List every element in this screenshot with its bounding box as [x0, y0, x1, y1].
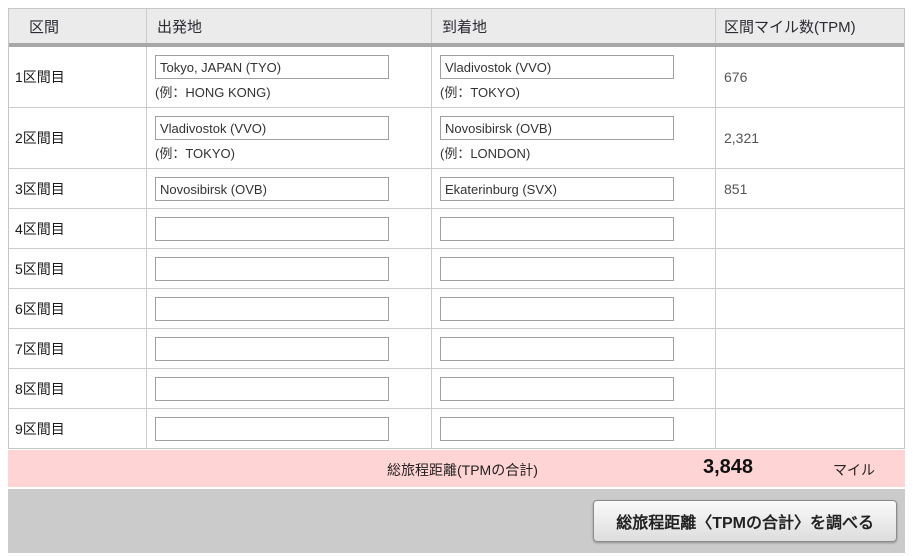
segment-label: 1区間目 — [15, 69, 65, 85]
arrival-cell — [431, 409, 715, 448]
calculate-tpm-button[interactable]: 総旅程距離〈TPMの合計〉を調べる — [593, 500, 897, 542]
segment-miles — [715, 289, 904, 328]
arrival-hint: (例：LONDON) — [440, 146, 531, 161]
departure-cell — [146, 249, 431, 288]
departure-cell — [146, 369, 431, 408]
table-row-1: 1区間目 (例：HONG KONG) (例：TOKYO) 676 — [9, 47, 904, 107]
table-row-5: 5区間目 — [9, 248, 904, 288]
segment-miles: 851 — [715, 169, 904, 208]
arrival-cell — [431, 289, 715, 328]
arrival-input-4[interactable] — [440, 217, 674, 241]
total-distance-label: 総旅程距離(TPMの合計) — [387, 462, 538, 478]
departure-input-8[interactable] — [155, 377, 389, 401]
departure-cell — [146, 409, 431, 448]
header-segment: 区間 — [29, 19, 60, 36]
table-row-9: 9区間目 — [9, 408, 904, 448]
segment-label: 6区間目 — [15, 300, 65, 317]
total-distance-value: 3,848 — [702, 456, 754, 478]
departure-cell — [146, 289, 431, 328]
arrival-input-7[interactable] — [440, 337, 674, 361]
segment-table: 区間 出発地 到着地 区間マイル数(TPM) 1区間目 (例：HONG KONG… — [8, 8, 905, 449]
segment-miles — [715, 369, 904, 408]
segment-miles — [715, 209, 904, 248]
header-miles: 区間マイル数(TPM) — [715, 9, 904, 43]
departure-input-5[interactable] — [155, 257, 389, 281]
arrival-cell — [431, 369, 715, 408]
table-row-2: 2区間目 (例：TOKYO) (例：LONDON) 2,321 — [9, 107, 904, 168]
departure-cell — [146, 209, 431, 248]
table-row-7: 7区間目 — [9, 328, 904, 368]
departure-cell: (例：TOKYO) — [146, 108, 431, 168]
segment-miles — [715, 249, 904, 288]
arrival-cell — [431, 169, 715, 208]
footer-bar: 総旅程距離〈TPMの合計〉を調べる — [8, 489, 905, 553]
arrival-input-2[interactable] — [440, 116, 674, 140]
arrival-cell: (例：TOKYO) — [431, 47, 715, 107]
arrival-input-8[interactable] — [440, 377, 674, 401]
departure-input-1[interactable] — [155, 55, 389, 79]
departure-cell — [146, 329, 431, 368]
arrival-cell: (例：LONDON) — [431, 108, 715, 168]
table-row-6: 6区間目 — [9, 288, 904, 328]
departure-cell: (例：HONG KONG) — [146, 47, 431, 107]
mileage-calculator: 区間 出発地 到着地 区間マイル数(TPM) 1区間目 (例：HONG KONG… — [8, 8, 905, 553]
arrival-input-3[interactable] — [440, 177, 674, 201]
segment-label: 9区間目 — [15, 420, 65, 437]
departure-input-3[interactable] — [155, 177, 389, 201]
departure-input-4[interactable] — [155, 217, 389, 241]
header-arrival: 到着地 — [431, 9, 715, 43]
segment-label: 8区間目 — [15, 380, 65, 397]
arrival-input-5[interactable] — [440, 257, 674, 281]
segment-miles — [715, 409, 904, 448]
departure-input-6[interactable] — [155, 297, 389, 321]
arrival-input-9[interactable] — [440, 417, 674, 441]
departure-cell — [146, 169, 431, 208]
table-row-3: 3区間目 851 — [9, 168, 904, 208]
arrival-input-1[interactable] — [440, 55, 674, 79]
total-distance-row: 総旅程距離(TPMの合計) 3,848 マイル — [8, 450, 905, 487]
arrival-cell — [431, 209, 715, 248]
segment-label: 4区間目 — [15, 220, 65, 237]
arrival-cell — [431, 329, 715, 368]
total-distance-unit: マイル — [833, 462, 875, 478]
header-departure: 出発地 — [146, 9, 431, 43]
table-header: 区間 出発地 到着地 区間マイル数(TPM) — [9, 9, 904, 47]
departure-hint: (例：TOKYO) — [155, 146, 235, 161]
arrival-input-6[interactable] — [440, 297, 674, 321]
departure-hint: (例：HONG KONG) — [155, 85, 271, 100]
segment-label: 2区間目 — [15, 130, 65, 146]
table-row-4: 4区間目 — [9, 208, 904, 248]
table-row-8: 8区間目 — [9, 368, 904, 408]
segment-miles: 2,321 — [715, 108, 904, 168]
arrival-cell — [431, 249, 715, 288]
segment-label: 5区間目 — [15, 260, 65, 277]
arrival-hint: (例：TOKYO) — [440, 85, 520, 100]
segment-label: 7区間目 — [15, 340, 65, 357]
segment-miles: 676 — [715, 47, 904, 107]
departure-input-9[interactable] — [155, 417, 389, 441]
segment-label: 3区間目 — [15, 180, 65, 197]
departure-input-7[interactable] — [155, 337, 389, 361]
departure-input-2[interactable] — [155, 116, 389, 140]
segment-miles — [715, 329, 904, 368]
